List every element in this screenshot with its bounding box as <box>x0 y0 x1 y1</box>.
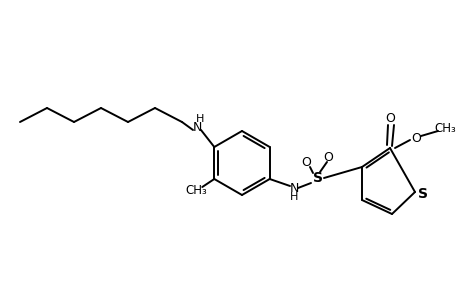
Text: H: H <box>289 192 297 202</box>
Text: CH₃: CH₃ <box>433 122 455 134</box>
Text: S: S <box>312 171 322 185</box>
Text: O: O <box>300 155 310 169</box>
Text: O: O <box>322 151 332 164</box>
Text: O: O <box>410 131 420 145</box>
Text: N: N <box>192 121 201 134</box>
Text: S: S <box>417 187 427 201</box>
Text: CH₃: CH₃ <box>185 184 207 197</box>
Text: O: O <box>384 112 394 124</box>
Text: H: H <box>196 114 204 124</box>
Text: N: N <box>289 182 298 194</box>
